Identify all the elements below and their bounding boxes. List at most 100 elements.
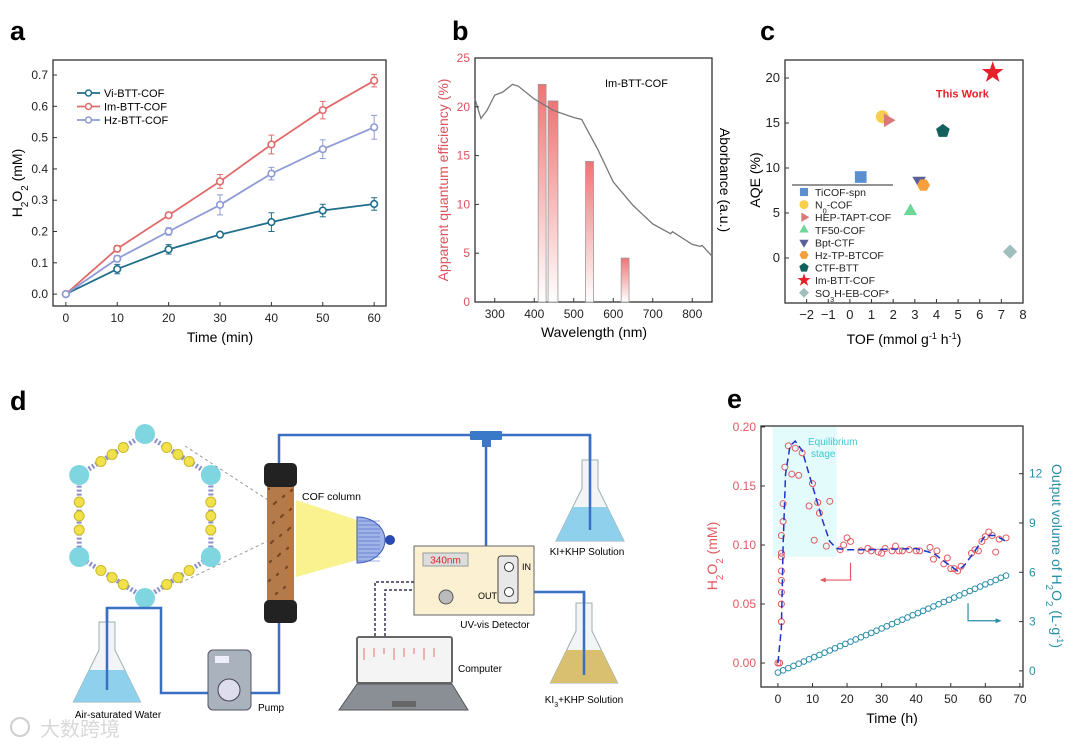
panel-label-c: c bbox=[760, 16, 775, 46]
text-segment: +KHP Solution bbox=[558, 695, 623, 706]
column-particle bbox=[278, 534, 282, 538]
column-particle bbox=[275, 573, 279, 577]
column-particle bbox=[284, 566, 288, 570]
x-tick-label: 700 bbox=[643, 307, 663, 321]
y-tick-label: 3 bbox=[1029, 615, 1036, 629]
legend-label: Im-BTT-COF bbox=[104, 102, 167, 114]
ki-khp-label: KI+KHP Solution bbox=[550, 547, 625, 558]
data-point bbox=[318, 145, 327, 154]
hexagon-marker bbox=[917, 179, 930, 191]
y-tick-label: 0.1 bbox=[31, 256, 48, 270]
cof-linker bbox=[161, 578, 173, 590]
cof-linker bbox=[172, 449, 184, 460]
triangle-right-marker bbox=[883, 113, 896, 128]
text-segment: CTF-BTT bbox=[815, 263, 859, 275]
pump-head bbox=[217, 678, 241, 702]
y-tick-label: 0 bbox=[1029, 664, 1036, 678]
legend-label: CTF-BTT bbox=[815, 263, 859, 275]
column-particle bbox=[285, 547, 289, 551]
wavelength-display bbox=[422, 552, 469, 567]
computer-label: Computer bbox=[458, 664, 503, 675]
h2o2-point bbox=[777, 576, 785, 584]
y-tick-label: 0.20 bbox=[733, 420, 757, 434]
x-tick-label: 10 bbox=[806, 692, 820, 706]
h2o2-point bbox=[926, 543, 934, 551]
text-segment: -1 bbox=[949, 331, 957, 341]
cof-node bbox=[200, 465, 221, 485]
x-tick-label: 0 bbox=[775, 692, 782, 706]
diamond-marker bbox=[1002, 244, 1018, 259]
legend-label: Im-BTT-COF bbox=[815, 275, 875, 287]
legend-marker bbox=[84, 102, 93, 111]
chart-a-h2o2-production: 0 10 20 30 40 50 60 0.0 0.1 0.2 0.3 0.4 0.5 0.6 0.7 Tim… bbox=[9, 59, 387, 345]
triangle-down-marker bbox=[799, 239, 809, 248]
cof-linker bbox=[161, 442, 173, 454]
computer-icon bbox=[338, 636, 469, 711]
h2o2-point bbox=[777, 532, 785, 540]
y-tick-label: 0.2 bbox=[31, 225, 48, 239]
pentagon-marker bbox=[799, 262, 809, 272]
x-axis-label: Time (h) bbox=[866, 710, 918, 726]
h2o2-point bbox=[809, 480, 817, 488]
text-segment: TOF (mmol g bbox=[847, 331, 929, 347]
chart-b-aqe-spectrum: 300 400 500 600 700 800 0 5 10 15 20 25 Im-BTT-COF Wa… bbox=[435, 51, 733, 340]
data-point bbox=[267, 140, 276, 149]
h2o2-point bbox=[916, 547, 924, 555]
data-point bbox=[113, 244, 122, 253]
h2o2-point bbox=[784, 442, 792, 450]
t-junction bbox=[482, 438, 491, 447]
y-tick-label: 20 bbox=[766, 70, 780, 85]
ki3-khp-label: KI3+KHP Solution bbox=[545, 695, 624, 709]
h2o2-point bbox=[777, 549, 785, 557]
column-particle bbox=[272, 502, 276, 506]
data-point bbox=[267, 218, 276, 227]
panel-label-b: b bbox=[452, 16, 469, 46]
column-particle bbox=[271, 521, 275, 525]
zoom-dashed-line bbox=[179, 540, 269, 584]
y-tick-label: 0.05 bbox=[733, 597, 757, 611]
hexagon-marker bbox=[799, 251, 809, 259]
x-tick-label: 40 bbox=[265, 311, 279, 325]
x-tick-label: 20 bbox=[162, 311, 176, 325]
data-point bbox=[113, 254, 122, 263]
h2o2-point bbox=[867, 547, 875, 555]
data-point bbox=[113, 264, 122, 274]
chart-e-continuous-production: 0 10 20 30 40 50 60 70 0.00 0.05 0.10 0.15 0.20 0 3 6 9 1… bbox=[704, 420, 1065, 726]
column-particle bbox=[286, 528, 290, 532]
watermark-logo bbox=[10, 717, 30, 737]
lamp-icon bbox=[356, 516, 395, 564]
x-tick-label: 400 bbox=[524, 307, 544, 321]
in-port-label: IN bbox=[522, 562, 531, 572]
y-tick-label: 0.6 bbox=[31, 99, 48, 113]
h2o2-point bbox=[954, 567, 962, 575]
x-tick-label: 4 bbox=[933, 307, 940, 322]
text-segment: -1 bbox=[929, 331, 937, 341]
data-point bbox=[267, 169, 276, 178]
y-axis-label: H2O2 (mM) bbox=[9, 149, 31, 217]
column-cap-bottom bbox=[264, 600, 297, 623]
volume-point bbox=[1002, 572, 1010, 579]
column-particle bbox=[267, 579, 271, 583]
h2o2-point bbox=[905, 546, 913, 554]
text-segment: 2 bbox=[1044, 585, 1055, 590]
x-axis-label: TOF (mmol g-1 h-1) bbox=[847, 331, 962, 347]
legend-label: Hz-TP-BTCOF bbox=[815, 250, 884, 262]
column-particle bbox=[267, 487, 271, 491]
data-point bbox=[318, 206, 327, 215]
cof-linker bbox=[95, 565, 107, 577]
lamp-knob bbox=[385, 535, 395, 545]
text-segment: (mM) bbox=[9, 149, 25, 186]
y-tick-label: 5 bbox=[463, 246, 470, 260]
cof-linker bbox=[183, 565, 195, 577]
cof-node bbox=[135, 424, 155, 444]
legend-label: N0-COF bbox=[815, 200, 852, 216]
y-axis-label: Apparent quantum efficiency (%) bbox=[435, 79, 451, 282]
series-Hz-BTT-COF bbox=[61, 114, 379, 299]
laptop-screen bbox=[356, 636, 453, 684]
pentagon-marker bbox=[936, 123, 950, 137]
h2o2-point bbox=[933, 547, 941, 555]
arrow-head bbox=[819, 577, 826, 583]
cof-node bbox=[200, 547, 221, 567]
y-tick-label: 0.10 bbox=[733, 538, 757, 552]
